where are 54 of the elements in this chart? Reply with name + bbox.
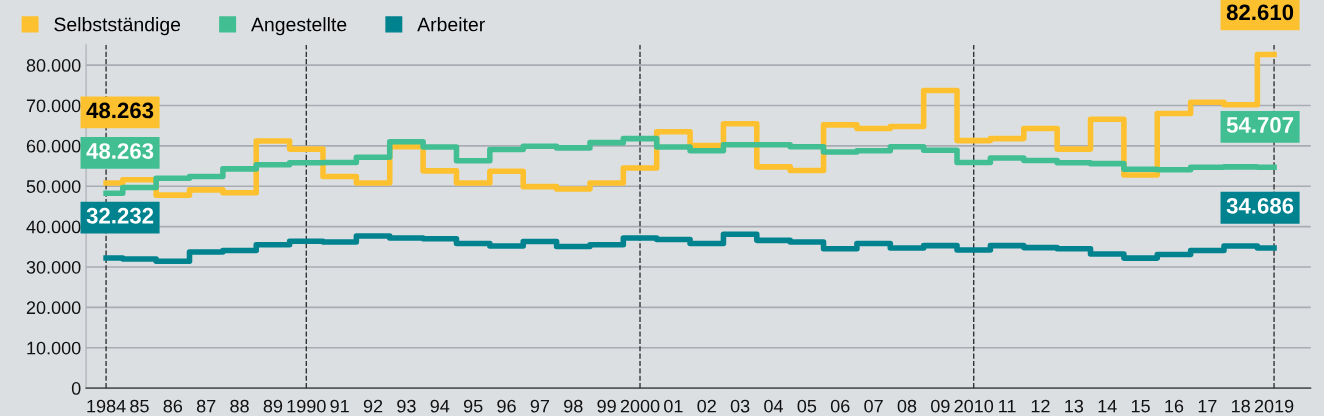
x-tick-label: 85	[130, 399, 149, 413]
x-tick-label: 12	[1031, 399, 1050, 413]
y-tick-label: 20.000	[26, 301, 81, 315]
y-tick-label: 80.000	[26, 59, 81, 72]
x-tick-label: 88	[230, 399, 249, 413]
x-tick-label: 96	[497, 399, 516, 413]
x-tick-label: 11	[999, 399, 1016, 413]
y-tick-label: 70.000	[26, 99, 81, 113]
x-tick-label: 2000	[620, 399, 660, 413]
x-tick-label: 87	[196, 399, 216, 413]
x-tick-label: 1990	[287, 399, 326, 413]
x-tick-label: 17	[1198, 399, 1217, 413]
x-tick-label: 98	[564, 399, 583, 413]
annotation: 48.263	[86, 102, 154, 119]
data-label: 54.707	[1226, 117, 1294, 133]
x-tick-label: 04	[764, 399, 784, 413]
x-tick-label: 09	[931, 399, 950, 413]
x-tick-label: 89	[263, 399, 283, 413]
x-tick-label: 86	[163, 399, 183, 413]
y-tick-label: 30.000	[26, 260, 81, 274]
y-tick-label: 50.000	[26, 180, 81, 193]
x-tick-label: 08	[897, 399, 917, 413]
x-tick-label: 97	[530, 399, 550, 413]
x-tick-label: 15	[1131, 399, 1150, 413]
x-tick-label: 91	[330, 399, 349, 413]
x-tick-label: 16	[1165, 399, 1184, 413]
x-tick-label: 1984	[87, 399, 126, 413]
data-label: 48.263	[86, 143, 154, 159]
data-label: 32.232	[86, 207, 154, 224]
x-tick-label: 06	[830, 399, 850, 413]
x-tick-label: 01	[664, 399, 683, 413]
data-label: 34.686	[1226, 197, 1294, 214]
x-tick-label: 02	[697, 399, 716, 413]
x-tick-label: 94	[430, 399, 450, 413]
x-tick-label: 93	[397, 399, 416, 413]
x-tick-label: 99	[597, 399, 616, 413]
x-tick-label: 95	[463, 399, 483, 413]
y-tick-label: 10.000	[27, 341, 81, 355]
legend-label: Angestellte	[251, 17, 347, 36]
x-tick-label: 2010	[954, 399, 994, 413]
data-label: 82.610	[1226, 4, 1294, 21]
x-tick-label: 2019	[1254, 399, 1294, 413]
y-tick-label: 60.000	[26, 139, 81, 153]
legend-label: Arbeiter	[417, 17, 485, 32]
y-tick-label: 0	[71, 382, 81, 395]
legend-label: Selbstständige	[54, 17, 181, 36]
x-tick-label: 07	[864, 399, 883, 413]
x-tick-label: 14	[1098, 399, 1117, 413]
x-tick-label: 03	[730, 399, 750, 413]
x-tick-label: 05	[797, 399, 817, 413]
x-tick-label: 18	[1232, 399, 1250, 413]
x-tick-label: 92	[363, 399, 383, 413]
x-tick-label: 13	[1065, 399, 1084, 413]
y-tick-label: 40.000	[26, 220, 81, 234]
